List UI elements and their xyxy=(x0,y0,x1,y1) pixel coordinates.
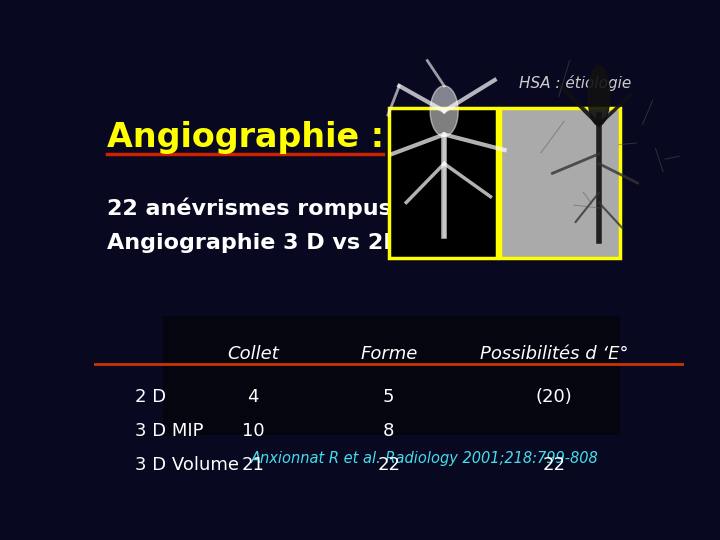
Text: Anxionnat R et al. Radiology 2001;218:799-808: Anxionnat R et al. Radiology 2001;218:79… xyxy=(251,451,598,466)
Text: Angiographie : 2D et 3D: Angiographie : 2D et 3D xyxy=(107,121,559,154)
Text: 8: 8 xyxy=(383,422,395,440)
Text: 22: 22 xyxy=(543,456,566,474)
Text: 2 D: 2 D xyxy=(135,388,166,406)
Text: 4: 4 xyxy=(247,388,258,406)
Text: Angiographie 3 D vs 2D: Angiographie 3 D vs 2D xyxy=(107,233,401,253)
Bar xyxy=(389,109,498,258)
Text: HSA : étiologie: HSA : étiologie xyxy=(519,75,631,91)
Text: 22: 22 xyxy=(377,456,400,474)
Bar xyxy=(500,109,620,258)
Text: (20): (20) xyxy=(536,388,572,406)
Polygon shape xyxy=(588,66,610,125)
Text: 10: 10 xyxy=(242,422,264,440)
Text: 22 anévrismes rompus: 22 anévrismes rompus xyxy=(107,198,392,219)
Text: Forme: Forme xyxy=(360,345,418,363)
Bar xyxy=(163,316,620,435)
Text: Collet: Collet xyxy=(227,345,279,363)
Text: 21: 21 xyxy=(242,456,264,474)
Polygon shape xyxy=(430,86,458,137)
Text: 3 D Volume: 3 D Volume xyxy=(135,456,239,474)
Text: Possibilités d ‘E°: Possibilités d ‘E° xyxy=(480,345,629,363)
Text: 3 D MIP: 3 D MIP xyxy=(135,422,204,440)
Text: 5: 5 xyxy=(383,388,395,406)
